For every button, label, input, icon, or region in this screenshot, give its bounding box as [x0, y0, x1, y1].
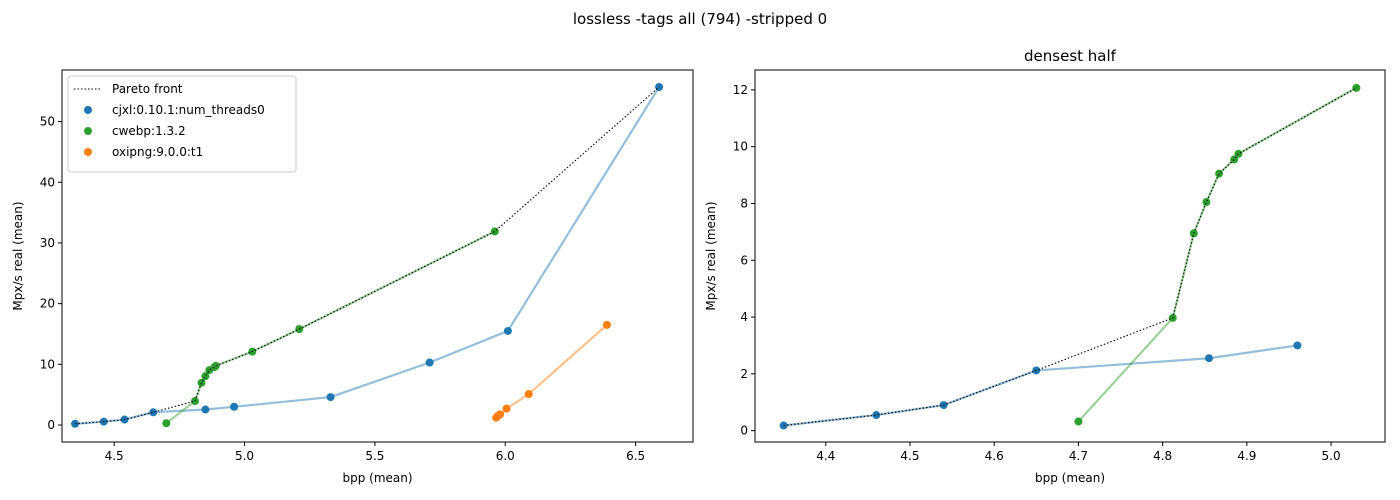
plot-area	[779, 83, 1361, 430]
x-tick-label: 5.5	[365, 449, 384, 463]
legend-item-oxipng: oxipng:9.0.0:t1	[112, 145, 203, 159]
axes-frame-right	[754, 69, 1386, 443]
legend-item-cwebp: cwebp:1.3.2	[112, 124, 186, 138]
x-tick-label: 6.0	[496, 449, 515, 463]
legend-marker-oxipng	[84, 148, 92, 156]
y-tick-label: 10	[40, 357, 55, 371]
plot-area	[71, 82, 664, 428]
data-point-oxipng	[502, 404, 511, 413]
legend-marker-cwebp	[84, 127, 92, 135]
axes-frame-left	[61, 69, 694, 443]
data-point-cjxl	[201, 405, 210, 414]
legend-item-cjxl: cjxl:0.10.1:num_threads0	[112, 103, 265, 117]
x-axis-label-left: bpp (mean)	[342, 471, 412, 485]
x-tick-label: 4.8	[1153, 449, 1172, 463]
x-tick-label: 6.5	[626, 449, 645, 463]
data-point-cjxl	[425, 358, 434, 367]
ticks-right: 4.4 4.5 4.6 4.7 4.8 4.9 5.0 0 2 4 6 8 10 12	[733, 83, 1341, 463]
ticks-left: 4.5 5.0 5.5 6.0 6.5 0 10 20 30 40 50	[40, 115, 645, 463]
data-point-cwebp	[490, 227, 499, 236]
plot-layer-right	[779, 83, 1361, 430]
y-tick-label: 6	[740, 253, 748, 267]
data-point-cjxl	[1293, 341, 1302, 350]
y-tick-label: 4	[740, 310, 748, 324]
y-axis-label-left: Mpx/s real (mean)	[11, 201, 25, 310]
y-tick-label: 0	[740, 424, 748, 438]
data-point-cjxl	[503, 326, 512, 335]
data-point-cwebp	[162, 419, 171, 428]
data-point-cjxl	[872, 411, 881, 420]
x-tick-label: 5.0	[1322, 449, 1341, 463]
chart-right: densest half 4.4 4.5 4.6 4.7 4.8 4.9 5.0 0 2 4 6 8 1…	[704, 47, 1386, 485]
data-point-cwebp	[201, 372, 210, 381]
plot-layer-left	[71, 82, 664, 428]
data-point-oxipng	[602, 320, 611, 329]
x-tick-label: 4.7	[1069, 449, 1088, 463]
chart-title-right: densest half	[1024, 47, 1117, 65]
y-axis-label-right: Mpx/s real (mean)	[704, 201, 718, 310]
figure-title: lossless -tags all (794) -stripped 0	[573, 10, 827, 28]
x-tick-label: 4.5	[900, 449, 919, 463]
x-tick-label: 5.0	[235, 449, 254, 463]
data-point-cwebp	[1074, 417, 1083, 426]
legend-box	[67, 75, 297, 173]
x-tick-label: 4.5	[105, 449, 124, 463]
y-tick-label: 40	[40, 175, 55, 189]
y-tick-label: 2	[740, 367, 748, 381]
data-point-cwebp	[197, 378, 206, 387]
y-tick-label: 12	[733, 83, 748, 97]
data-point-cwebp	[1202, 198, 1211, 207]
y-tick-label: 0	[47, 418, 55, 432]
data-point-cjxl	[149, 408, 158, 417]
x-tick-label: 4.6	[985, 449, 1004, 463]
data-point-cjxl	[326, 393, 335, 402]
x-tick-label: 4.4	[816, 449, 835, 463]
pareto-front-line	[783, 87, 1357, 427]
chart-left: 4.5 5.0 5.5 6.0 6.5 0 10 20 30 40 50 bpp (mean) Mp…	[11, 69, 694, 485]
y-tick-label: 30	[40, 236, 55, 250]
data-point-cjxl	[1204, 354, 1213, 363]
data-point-cjxl	[230, 402, 239, 411]
data-point-oxipng	[524, 390, 533, 399]
data-point-cwebp	[1215, 169, 1224, 178]
legend-item-pareto: Pareto front	[112, 82, 183, 96]
data-point-cwebp	[1234, 149, 1243, 158]
legend: Pareto front cjxl:0.10.1:num_threads0 cw…	[67, 75, 297, 173]
x-tick-label: 4.9	[1237, 449, 1256, 463]
legend-marker-cjxl	[84, 106, 92, 114]
data-point-oxipng	[496, 410, 505, 419]
y-tick-label: 8	[740, 196, 748, 210]
x-axis-label-right: bpp (mean)	[1035, 471, 1105, 485]
y-tick-label: 20	[40, 297, 55, 311]
y-tick-label: 50	[40, 115, 55, 129]
y-tick-label: 10	[733, 140, 748, 154]
